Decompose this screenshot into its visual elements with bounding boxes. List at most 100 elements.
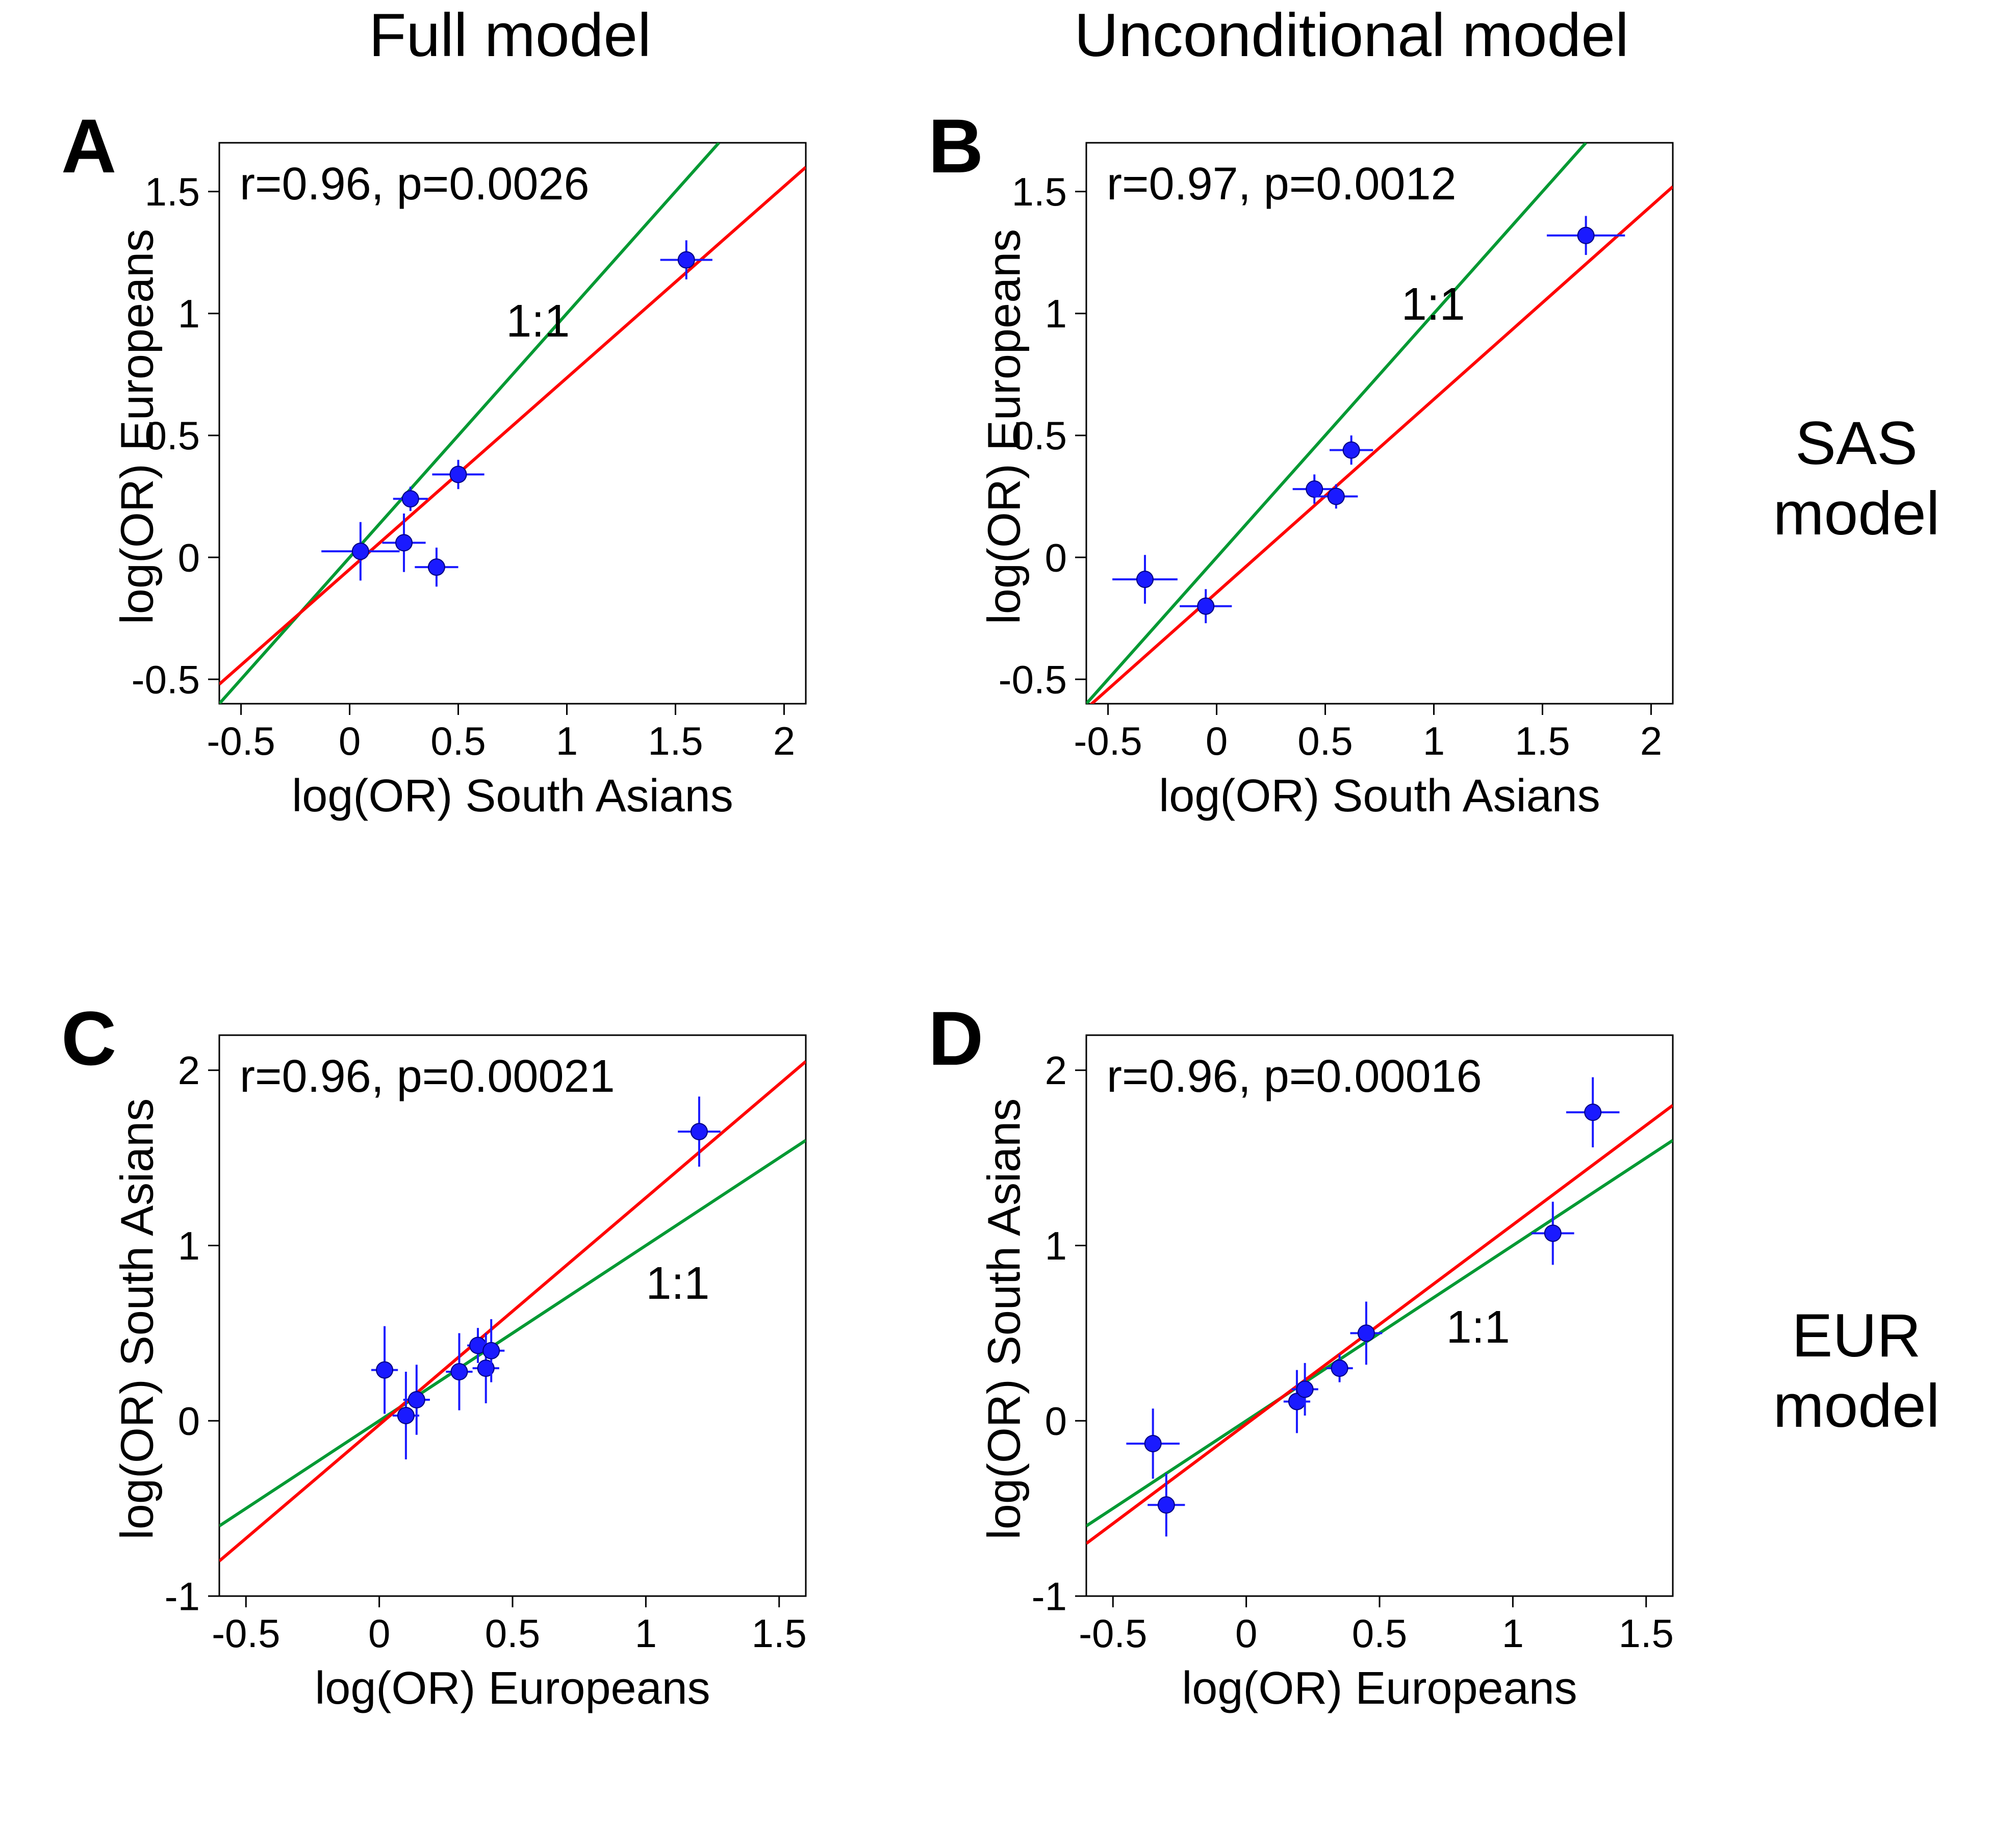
data-point xyxy=(1585,1104,1601,1120)
panel-letter: C xyxy=(61,994,116,1083)
x-tick-label: 1.5 xyxy=(1619,1611,1674,1656)
ref-line-label: 1:1 xyxy=(506,295,570,348)
panel-B: B-0.500.511.52-0.500.511.5r=0.97, p=0.00… xyxy=(928,112,1688,826)
axis-frame xyxy=(219,1035,806,1596)
data-point xyxy=(1545,1225,1561,1241)
data-point xyxy=(1328,488,1344,504)
y-axis-label: log(OR) South Asians xyxy=(112,1039,164,1600)
row-title-eur-model: EURmodel xyxy=(1744,1300,1969,1441)
x-tick-label: 2 xyxy=(1640,718,1662,763)
data-point xyxy=(1332,1360,1348,1376)
y-axis-label: log(OR) South Asians xyxy=(979,1039,1031,1600)
data-point xyxy=(398,1407,414,1424)
y-tick-label: 1 xyxy=(1045,1223,1067,1268)
panel-C: C-0.500.511.5-1012r=0.96, p=0.000211:1lo… xyxy=(61,1005,821,1718)
x-tick-label: 0 xyxy=(1235,1611,1257,1656)
data-point xyxy=(1343,442,1360,458)
x-tick-label: 1 xyxy=(635,1611,657,1656)
x-tick-label: 1 xyxy=(556,718,578,763)
x-tick-label: 0.5 xyxy=(430,718,486,763)
figure-container: Full model Unconditional model SASmodel … xyxy=(0,0,1989,1848)
plot-svg: -0.5 0 0.5 1 1.5 -1 0 1 2 xyxy=(928,1005,1688,1718)
x-tick-label: -0.5 xyxy=(1074,718,1142,763)
x-tick-label: 0.5 xyxy=(1352,1611,1407,1656)
plot-svg: -0.5 0 0.5 1 1.5 -1 0 1 2 xyxy=(61,1005,821,1718)
data-point xyxy=(451,1364,467,1380)
x-axis-label: log(OR) South Asians xyxy=(1086,770,1673,823)
x-tick-label: 1.5 xyxy=(648,718,703,763)
y-tick-label: -1 xyxy=(165,1574,200,1619)
x-tick-label: 1 xyxy=(1423,718,1445,763)
data-point xyxy=(678,252,695,268)
x-tick-label: 1.5 xyxy=(1515,718,1570,763)
row-title-sas-model: SASmodel xyxy=(1744,408,1969,549)
data-point xyxy=(1297,1381,1313,1397)
data-point xyxy=(402,491,419,507)
fit-line xyxy=(1086,187,1673,708)
column-title-full-model: Full model xyxy=(204,0,816,70)
y-tick-label: 0 xyxy=(178,1399,200,1444)
ref-line-label: 1:1 xyxy=(646,1257,709,1310)
data-point xyxy=(396,534,412,551)
reference-line-1to1 xyxy=(1086,143,1586,704)
y-tick-label: -1 xyxy=(1032,1574,1067,1619)
x-tick-label: 0 xyxy=(339,718,361,763)
x-tick-label: 1 xyxy=(1502,1611,1524,1656)
x-tick-label: -0.5 xyxy=(207,718,275,763)
x-tick-label: 0.5 xyxy=(485,1611,540,1656)
data-point xyxy=(1137,571,1153,587)
correlation-stats: r=0.97, p=0.0012 xyxy=(1107,158,1457,211)
fit-line xyxy=(219,1062,806,1561)
correlation-stats: r=0.96, p=0.0026 xyxy=(240,158,590,211)
y-tick-label: 1 xyxy=(178,291,200,336)
y-tick-label: 1 xyxy=(1045,291,1067,336)
data-point xyxy=(1358,1325,1374,1341)
data-point xyxy=(428,559,445,575)
axis-frame xyxy=(1086,1035,1673,1596)
y-axis-label: log(OR) Europeans xyxy=(979,146,1031,707)
fit-line xyxy=(219,167,806,684)
x-axis-label: log(OR) South Asians xyxy=(219,770,806,823)
panel-letter: D xyxy=(928,994,983,1083)
data-point xyxy=(376,1362,393,1378)
x-tick-label: 0 xyxy=(368,1611,390,1656)
data-point xyxy=(1197,598,1214,614)
data-point xyxy=(450,466,467,482)
reference-line-1to1 xyxy=(219,1140,806,1526)
x-tick-label: 2 xyxy=(773,718,795,763)
plot-svg: -0.500.511.52-0.500.511.5 xyxy=(928,112,1688,826)
x-axis-label: log(OR) Europeans xyxy=(219,1662,806,1715)
panel-D: D-0.500.511.5-1012r=0.96, p=0.000161:1lo… xyxy=(928,1005,1688,1718)
axis-frame xyxy=(219,143,806,704)
y-axis-label: log(OR) Europeans xyxy=(112,146,164,707)
x-tick-label: -0.5 xyxy=(212,1611,280,1656)
data-point xyxy=(409,1392,425,1408)
data-point xyxy=(483,1343,499,1359)
panel-letter: B xyxy=(928,102,983,190)
x-tick-label: 1.5 xyxy=(752,1611,807,1656)
panel-A: A-0.500.511.52-0.500.511.5r=0.96, p=0.00… xyxy=(61,112,821,826)
fit-line xyxy=(1086,1106,1673,1544)
data-point xyxy=(1158,1497,1175,1513)
plot-svg: -0.500.511.52-0.500.511.5 xyxy=(61,112,821,826)
ref-line-label: 1:1 xyxy=(1401,278,1465,331)
y-tick-label: 0 xyxy=(1045,1399,1067,1444)
x-tick-label: -0.5 xyxy=(1079,1611,1147,1656)
column-title-unconditional-model: Unconditional model xyxy=(969,0,1734,70)
correlation-stats: r=0.96, p=0.00021 xyxy=(240,1050,615,1103)
y-tick-label: 0 xyxy=(1045,535,1067,580)
y-tick-label: 1 xyxy=(178,1223,200,1268)
x-tick-label: 0.5 xyxy=(1297,718,1353,763)
x-axis-label: log(OR) Europeans xyxy=(1086,1662,1673,1715)
data-point xyxy=(352,543,369,559)
y-tick-label: 2 xyxy=(178,1048,200,1093)
panel-letter: A xyxy=(61,102,116,190)
data-point xyxy=(691,1123,707,1140)
y-tick-label: 0 xyxy=(178,535,200,580)
correlation-stats: r=0.96, p=0.00016 xyxy=(1107,1050,1482,1103)
data-point xyxy=(1306,481,1322,497)
y-tick-label: 2 xyxy=(1045,1048,1067,1093)
data-point xyxy=(1578,227,1594,244)
data-point xyxy=(1145,1435,1161,1452)
x-tick-label: 0 xyxy=(1206,718,1228,763)
